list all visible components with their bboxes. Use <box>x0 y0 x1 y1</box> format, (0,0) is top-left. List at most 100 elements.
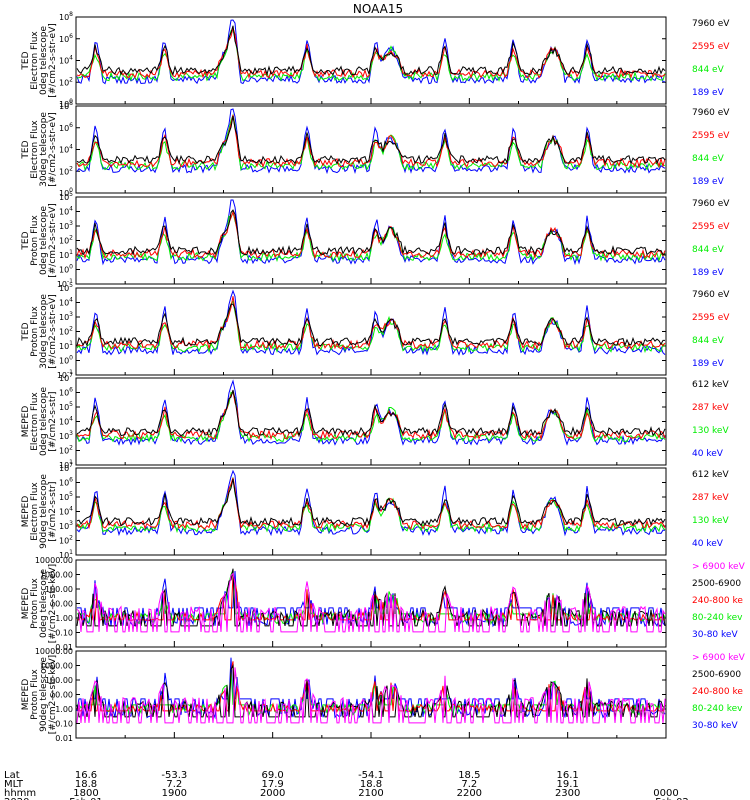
panel-5-legend-1: 612 keV <box>692 380 729 390</box>
panel-3-ylabel-line-1: TED <box>21 231 31 250</box>
panel-1-ytick-label-3: 106 <box>59 33 73 44</box>
panel-5-ytick-label-1: 102 <box>59 445 73 456</box>
panel-8-legend-3: 240-800 ke <box>692 687 743 697</box>
panel-6-ylabel-line-4: [#/cm2-s-str] <box>48 481 58 541</box>
panel-5-ylabel-line-1: MEPED <box>21 406 31 438</box>
panel-2-ylabel-line-2: Electron Flux <box>30 120 40 179</box>
panel-3-legend-4: 189 eV <box>692 268 725 278</box>
x-row-Lat-value-0: 16.6 <box>75 770 97 781</box>
panel-1-ylabel-line-1: TED <box>21 51 31 70</box>
panel-8-ytick-label-6: 10000.00 <box>35 647 73 656</box>
panel-8-trace-1 <box>76 657 666 720</box>
panel-4-trace-4 <box>76 303 665 347</box>
panel-3-ylabel-line-2: Proton Flux <box>30 215 40 266</box>
panel-2-legend-3: 844 eV <box>692 154 725 164</box>
panel-1-ylabel-line-3: 0deg telescope <box>39 26 49 96</box>
panel-6-legend-4: 40 keV <box>692 539 724 549</box>
x-row-label-2020: 2020 <box>4 797 29 800</box>
panel-2-trace-1 <box>76 108 666 175</box>
panel-7-legend-4: 80-240 kev <box>692 613 743 623</box>
x-row-Lat-value-3: -54.1 <box>358 770 384 781</box>
panel-8-trace-5 <box>76 667 666 724</box>
panel-1-trace-4 <box>76 25 666 76</box>
panel-5-trace-2 <box>76 391 666 443</box>
panel-3-ylabel-line-3: 0deg telescope <box>39 206 49 276</box>
panel-5: 101 102 103 104 105 106 107 MEPED Electron Flux 0… <box>21 372 729 470</box>
panel-8-ylabel-line-3: 90deg telescope <box>39 657 49 732</box>
panel-6-legend-1: 612 keV <box>692 470 729 480</box>
panel-5-frame <box>75 377 667 466</box>
panel-3: 10-1 100 101 102 103 104 105 TED Proton Flux 0deg… <box>21 191 730 289</box>
panel-7-ylabel-line-4: [#/cm2-s-str-keV] <box>48 564 58 643</box>
panel-3-ytick-label-4: 103 <box>59 220 73 231</box>
x-row-label-Lat: Lat <box>4 770 20 781</box>
panel-2: 100 102 104 106 108 TED Electron Flux 30deg tel… <box>21 100 730 198</box>
panel-8-ytick-label-3: 10.00 <box>50 691 73 700</box>
panel-7-trace-4 <box>76 568 666 627</box>
panel-2-ytick-label-1: 102 <box>59 165 73 176</box>
panel-7-ytick-label-6: 10000.00 <box>35 556 73 565</box>
panel-7-ytick-label-1: 0.10 <box>55 629 73 638</box>
panel-4-legend-2: 2595 eV <box>692 313 730 323</box>
x-row-MLT-value-4: 7.2 <box>461 779 477 790</box>
panel-2-ylabel-line-4: [#/cm2-s-str-eV] <box>48 112 58 187</box>
panel-8-ytick-label-0: 0.01 <box>55 734 73 743</box>
panel-4-ytick-label-2: 101 <box>59 340 73 351</box>
panel-2-legend-4: 189 eV <box>692 177 725 187</box>
x-row-hhmm-value-0: 1800 <box>73 788 98 799</box>
panel-7-ytick-label-2: 1.00 <box>55 614 73 623</box>
panel-2-trace-4 <box>76 115 666 165</box>
panel-3-legend-3: 844 eV <box>692 245 725 255</box>
panel-8-ytick-label-5: 1000.00 <box>40 662 73 671</box>
panel-4-legend-1: 7960 eV <box>692 290 730 300</box>
panel-6-frame <box>75 467 667 556</box>
panel-8-legend-1: > 6900 keV <box>692 653 746 663</box>
panel-4-ytick-label-1: 100 <box>59 355 73 366</box>
panel-6-ylabel-line-2: Electron Flux <box>30 482 40 541</box>
panel-1-legend-1: 7960 eV <box>692 19 730 29</box>
panel-4-frame <box>75 287 667 376</box>
x-row-Lat-value-4: 18.5 <box>458 770 480 781</box>
x-row-hhmm-value-4: 2200 <box>457 788 482 799</box>
x-row-MLT-value-3: 18.8 <box>360 779 382 790</box>
panel-8-ylabel-line-2: Proton Flux <box>30 669 40 720</box>
x-row-hhmm-value-2: 2000 <box>260 788 285 799</box>
panel-7-ylabel-line-1: MEPED <box>21 588 31 620</box>
panel-2-ylabel-line-3: 30deg telescope <box>39 112 49 187</box>
panel-6-ylabel-line-1: MEPED <box>21 496 31 528</box>
panel-3-ytick-label-5: 104 <box>59 206 73 217</box>
panel-7-legend-2: 2500-6900 <box>692 579 741 589</box>
panel-6-ytick-label-3: 104 <box>59 506 73 517</box>
panel-5-ytick-label-5: 106 <box>59 387 73 398</box>
panel-3-ytick-label-0: 10-1 <box>57 278 73 289</box>
panel-8-ytick-label-2: 1.00 <box>55 705 73 714</box>
panel-7-ytick-label-5: 1000.00 <box>40 571 73 580</box>
panel-4-ytick-label-0: 10-1 <box>57 369 73 380</box>
x-row-Lat-value-2: 69.0 <box>262 770 284 781</box>
panel-8-legend-4: 80-240 kev <box>692 704 743 714</box>
panel-2-ylabel-line-1: TED <box>21 140 31 159</box>
panel-1-legend-2: 2595 eV <box>692 42 730 52</box>
panel-3-legend-1: 7960 eV <box>692 199 730 209</box>
x-row-MLT-value-1: 7.2 <box>166 779 182 790</box>
panel-6-ytick-label-2: 103 <box>59 520 73 531</box>
panel-6: 101 102 103 104 105 106 107 MEPED Electron Flux 9… <box>21 462 729 560</box>
panel-5-ytick-label-2: 103 <box>59 430 73 441</box>
panel-4-legend-3: 844 eV <box>692 336 725 346</box>
panel-3-ytick-label-1: 100 <box>59 264 73 275</box>
panel-5-ytick-label-0: 101 <box>59 459 73 470</box>
x-row-hhmm-value-1: 1900 <box>162 788 187 799</box>
x-row-Lat-value-5: 16.1 <box>557 770 579 781</box>
panel-8-legend-2: 2500-6900 <box>692 670 741 680</box>
panel-4-ylabel-line-3: 30deg telescope <box>39 294 49 369</box>
x-row-hhmm-value-3: 2100 <box>358 788 383 799</box>
panel-5-ytick-label-6: 107 <box>59 372 73 383</box>
panel-4-ylabel-line-4: [#/cm2-s-str-eV] <box>48 294 58 369</box>
x-row-Lat-value-1: -53.3 <box>161 770 187 781</box>
x-row-2020-value-0: Feb 01 <box>69 797 103 800</box>
panel-8: 0.01 0.10 1.00 10.00 100.00 1000.00 10000.00 ME… <box>21 647 746 743</box>
panel-1-ylabel-line-2: Electron Flux <box>30 31 40 90</box>
panel-3-ytick-label-3: 102 <box>59 235 73 246</box>
x-row-hhmm-value-5: 2300 <box>555 788 580 799</box>
